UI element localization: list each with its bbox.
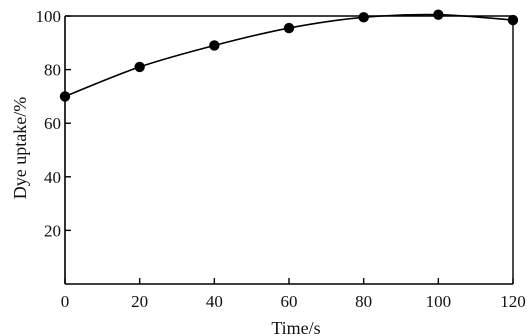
- axes: [64, 15, 514, 285]
- x-tick-label: 100: [426, 292, 452, 311]
- x-tick-label: 80: [355, 292, 372, 311]
- y-tick-label: 100: [36, 7, 62, 26]
- data-point: [433, 9, 444, 20]
- data-points: [59, 9, 519, 102]
- data-point: [134, 61, 145, 73]
- y-axis-ticks: 20 40 60 80 100: [36, 7, 71, 240]
- x-tick-label: 20: [131, 292, 148, 311]
- y-tick-label: 80: [44, 61, 61, 80]
- data-point: [59, 91, 71, 102]
- x-axis-ticks: 0 20 40 60 80 100 120: [61, 278, 526, 311]
- data-point: [358, 12, 369, 23]
- data-point: [283, 22, 295, 34]
- data-point: [209, 40, 220, 51]
- x-tick-label: 120: [500, 292, 526, 311]
- x-tick-label: 40: [206, 292, 223, 311]
- x-tick-label: 0: [61, 292, 70, 311]
- x-axis-label: Time/s: [271, 318, 320, 336]
- x-tick-label: 60: [281, 292, 298, 311]
- y-tick-label: 60: [44, 114, 61, 133]
- y-axis-label: Dye uptake/%: [10, 97, 30, 199]
- y-tick-label: 20: [44, 221, 61, 240]
- data-point: [507, 14, 519, 26]
- y-tick-label: 40: [44, 168, 61, 187]
